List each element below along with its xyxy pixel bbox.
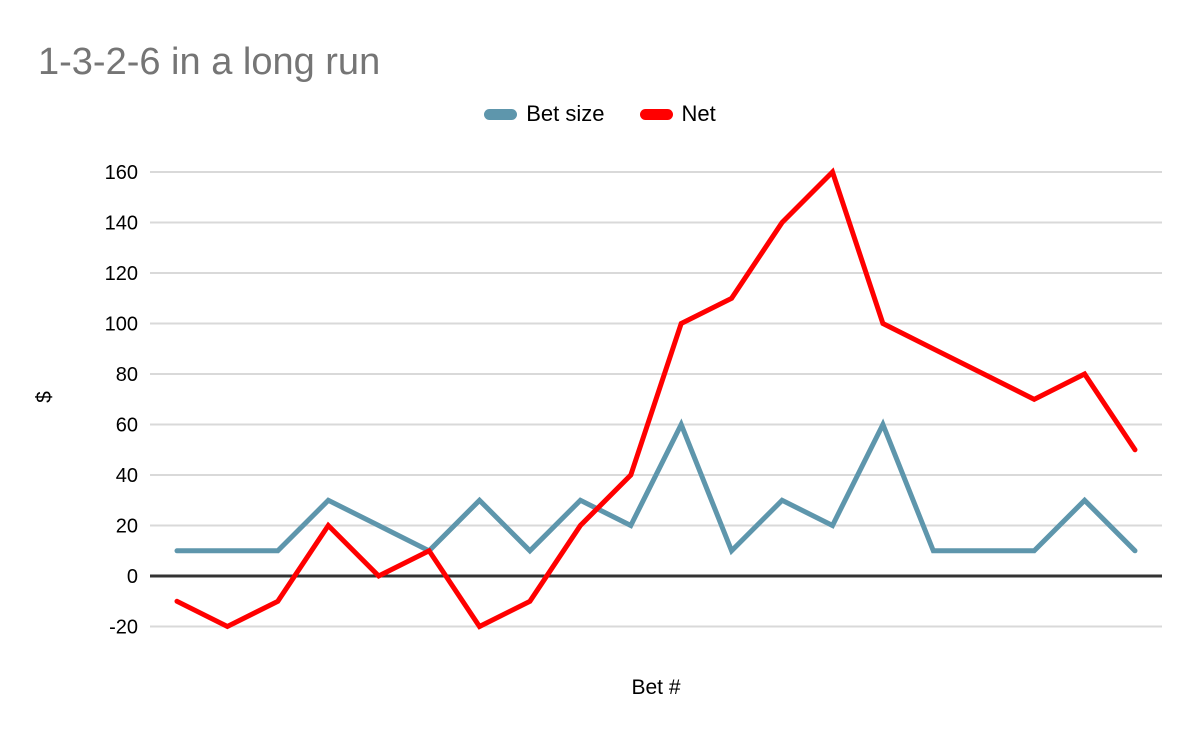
bet-size-line	[174, 418, 1138, 556]
y-tick-label: 100	[105, 314, 138, 336]
y-tick-label: 160	[105, 162, 138, 184]
net-swatch-icon	[639, 108, 673, 120]
legend: Bet size Net	[0, 101, 1200, 127]
legend-label-bet-size: Bet size	[526, 101, 605, 126]
y-tick-label: 0	[127, 566, 138, 588]
net-line	[174, 167, 1138, 630]
y-tick-label: 20	[116, 516, 138, 538]
y-tick-label: 120	[105, 263, 138, 285]
bet-size-swatch-icon	[484, 108, 518, 120]
x-axis-title: Bet #	[631, 676, 681, 699]
legend-label-net: Net	[681, 101, 716, 126]
y-tick-label: 60	[116, 415, 138, 437]
chart-title: 1-3-2-6 in a long run	[38, 41, 381, 83]
y-axis-title: $	[33, 391, 56, 403]
y-tick-label: 140	[105, 213, 138, 235]
y-tick-label: 80	[116, 364, 138, 386]
y-tick-label: -20	[109, 617, 138, 639]
y-tick-label: 40	[116, 465, 138, 487]
legend-item-net: Net	[639, 101, 716, 127]
legend-item-bet-size: Bet size	[484, 101, 605, 127]
